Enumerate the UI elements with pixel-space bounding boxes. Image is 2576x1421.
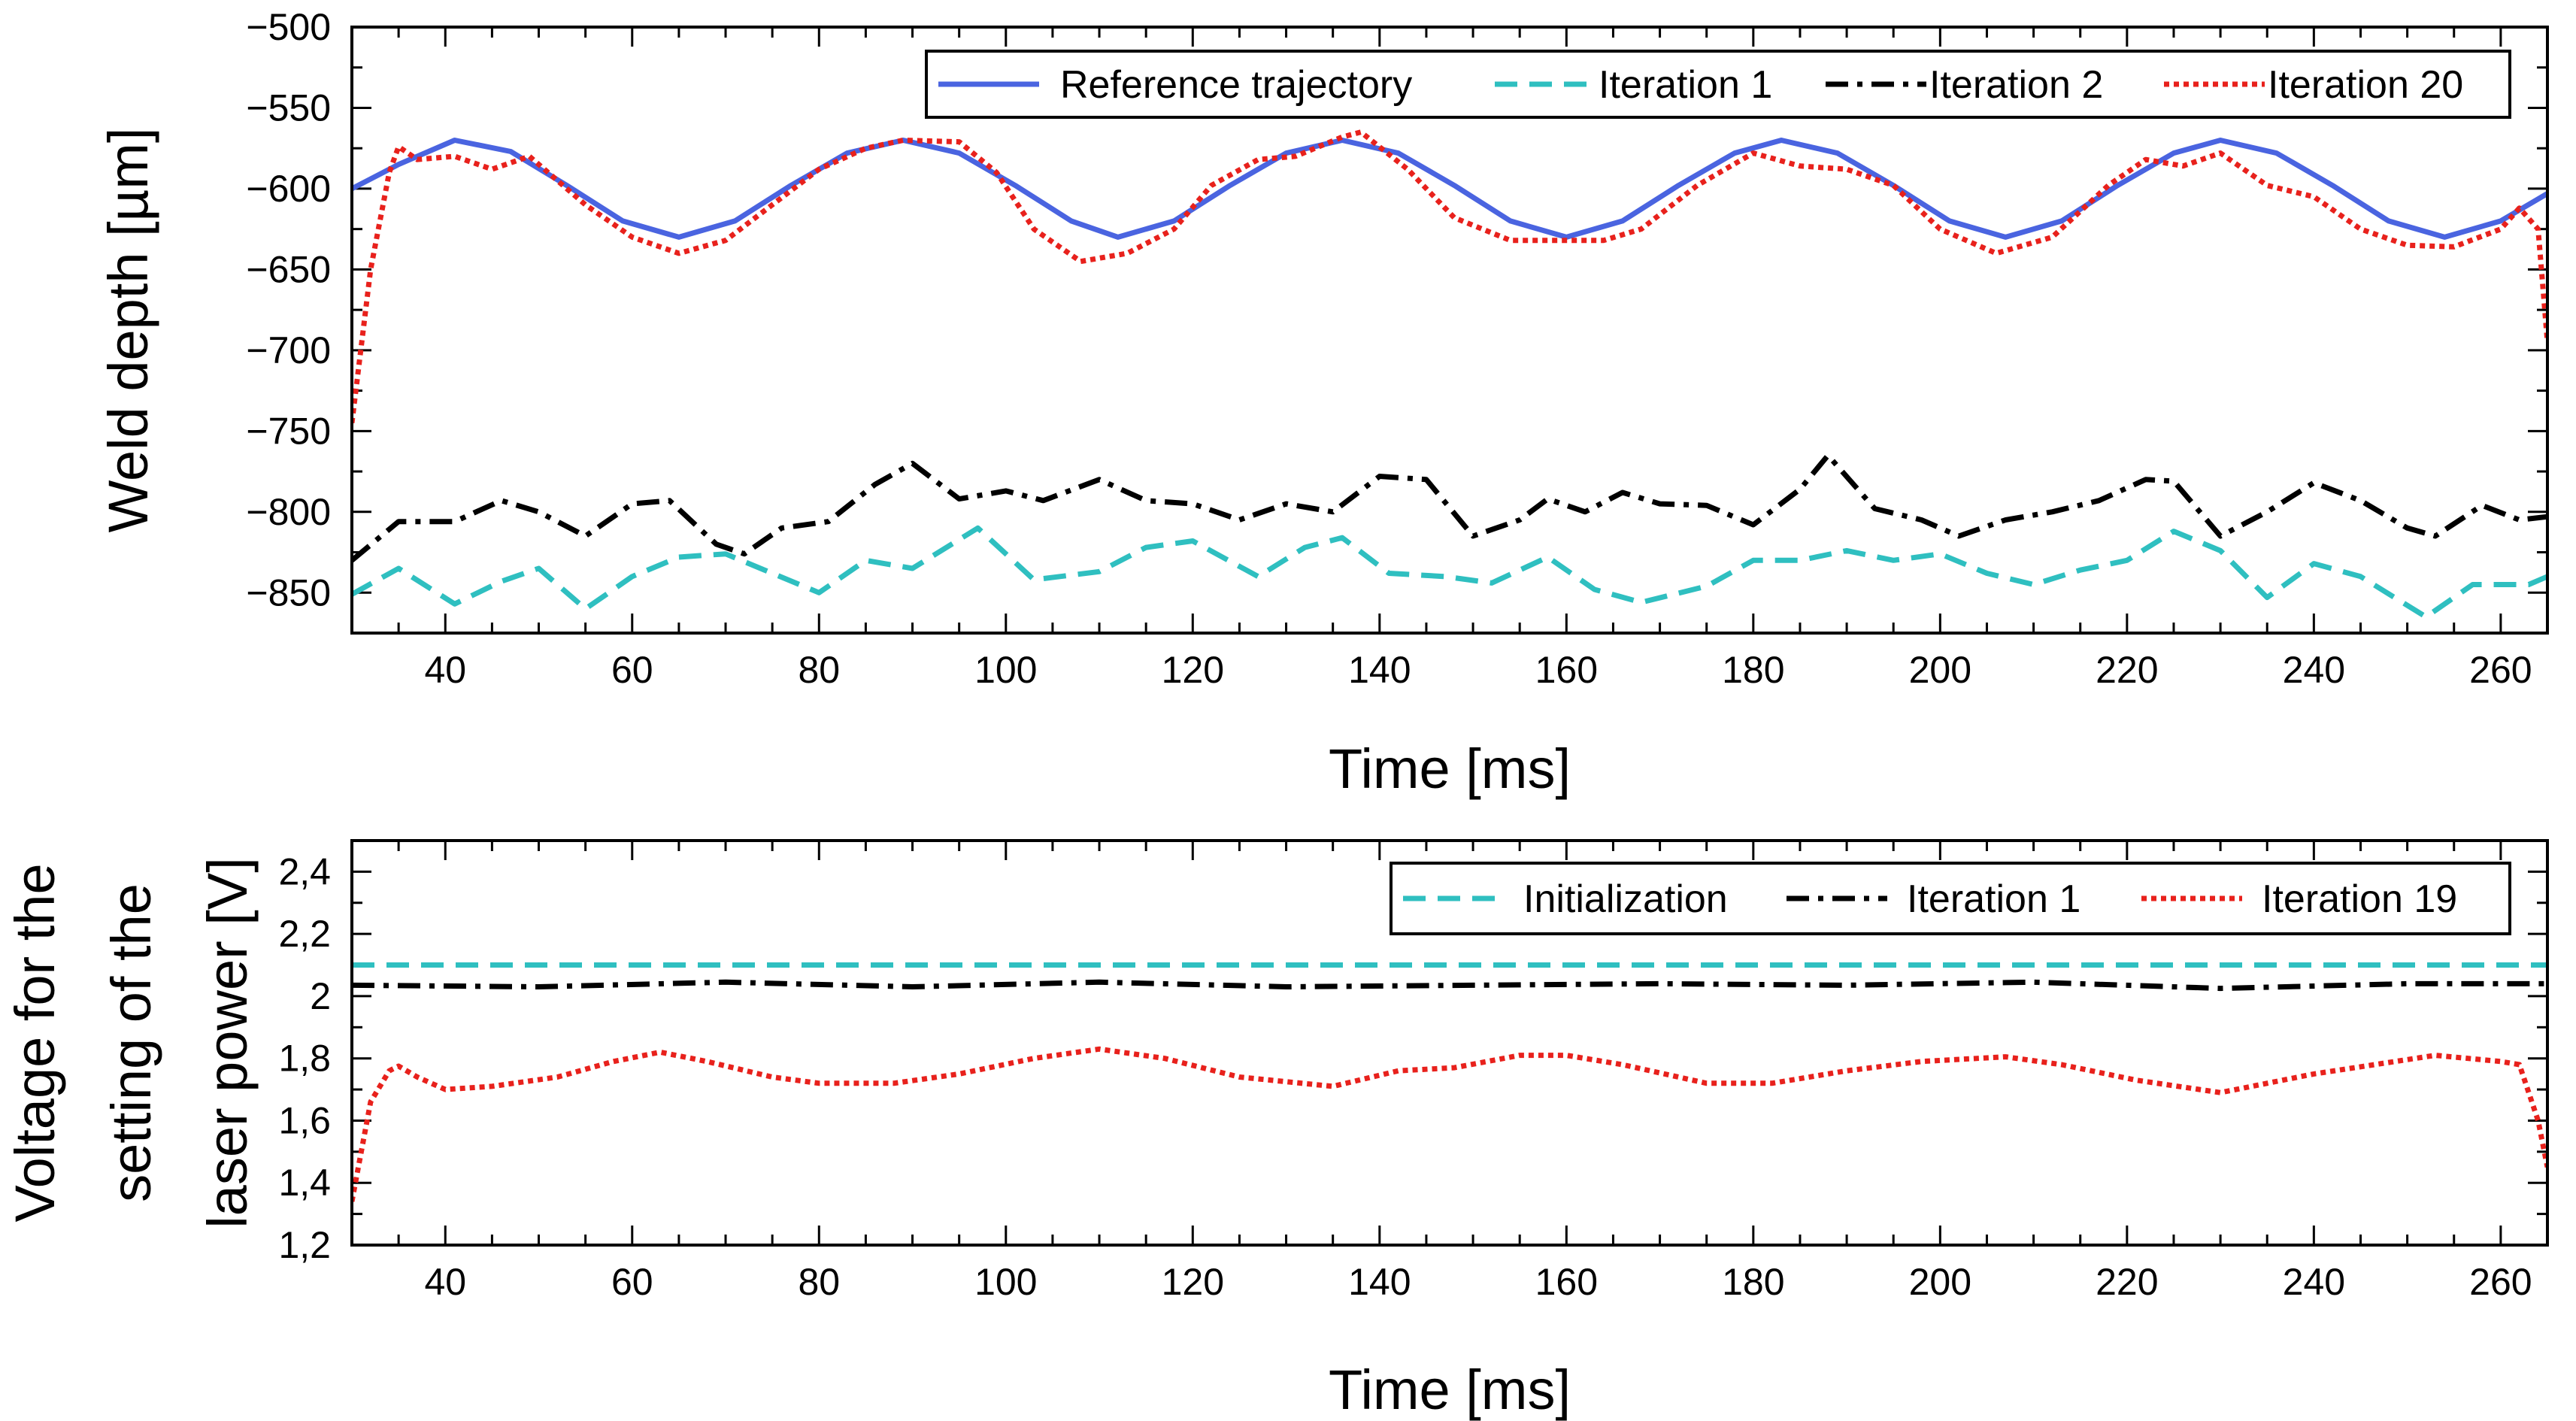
- x-tick-label: 260: [2469, 649, 2532, 691]
- x-tick-label: 240: [2283, 1261, 2345, 1303]
- x-tick-label: 80: [798, 1261, 840, 1303]
- y-tick-label: −600: [246, 168, 331, 210]
- x-tick-label: 140: [1348, 1261, 1411, 1303]
- x-tick-label: 40: [424, 649, 466, 691]
- series-line-iteration-1: [352, 525, 2547, 620]
- plot-frame: [350, 839, 2549, 1247]
- x-tick-label: 120: [1162, 1261, 1224, 1303]
- x-tick-label: 180: [1722, 1261, 1784, 1303]
- x-tick-label: 60: [611, 649, 653, 691]
- series-line-iteration-20: [352, 129, 2547, 424]
- y-tick-label: 1,2: [278, 1224, 331, 1266]
- x-tick-label: 220: [2096, 1261, 2158, 1303]
- x-tick-label: 260: [2469, 1261, 2532, 1303]
- y-tick-label: −500: [246, 6, 331, 48]
- y-tick-label: 1,8: [278, 1038, 331, 1080]
- y-tick-label: −850: [246, 571, 331, 614]
- x-tick-label: 100: [974, 1261, 1037, 1303]
- legend-label: Iteration 19: [2262, 877, 2457, 921]
- x-tick-label: 180: [1722, 649, 1784, 691]
- legend-box: [1390, 862, 2511, 935]
- legend-label: Iteration 1: [1599, 63, 1772, 107]
- y-axis-title-line: laser power [V]: [196, 857, 259, 1229]
- y-tick-label: −700: [246, 329, 331, 371]
- y-tick-label: −800: [246, 491, 331, 533]
- legend-label: Initialization: [1523, 877, 1728, 921]
- legend-label: Iteration 1: [1907, 877, 2080, 921]
- y-tick-label: 1,6: [278, 1099, 331, 1141]
- x-tick-label: 60: [611, 1261, 653, 1303]
- x-tick-label: 160: [1535, 649, 1598, 691]
- y-tick-label: 1,4: [278, 1162, 331, 1204]
- y-axis-title: Weld depth [µm]: [97, 128, 159, 533]
- y-axis-title-line: setting of the: [100, 883, 162, 1202]
- y-tick-label: 2,4: [278, 850, 331, 892]
- y-tick-label: −750: [246, 410, 331, 452]
- weld-depth-chart: 40 60 80 100 120 140 160 180 200 220 240 260 −500 −55…: [97, 6, 2549, 800]
- y-tick-label: −550: [246, 86, 331, 129]
- legend-label: Iteration 20: [2268, 63, 2463, 107]
- series-line-iteration-1: [352, 979, 2547, 992]
- y-tick-label: 2,2: [278, 913, 331, 955]
- x-tick-label: 240: [2283, 649, 2345, 691]
- x-tick-label: 140: [1348, 649, 1411, 691]
- series-line-iteration-2: [352, 453, 2547, 562]
- y-axis-title-line: Voltage for the: [4, 863, 66, 1222]
- x-tick-label: 200: [1909, 1261, 1971, 1303]
- x-tick-label: 80: [798, 649, 840, 691]
- series-line-reference-trajectory: [352, 138, 2547, 240]
- x-tick-label: 100: [974, 649, 1037, 691]
- y-tick-label: 2: [310, 975, 331, 1017]
- series-line-iteration-19: [352, 1046, 2547, 1202]
- laser-voltage-chart: 40 60 80 100 120 140 160 180 200 220 240 260 1,2 1,4 1…: [4, 839, 2549, 1421]
- x-axis-title: Time [ms]: [1329, 738, 1571, 800]
- legend: Reference trajectory Iteration 1 Iteration…: [925, 50, 2511, 119]
- y-axis-title: Voltage for the setting of the laser power…: [4, 857, 259, 1229]
- y-tick-label: −650: [246, 248, 331, 290]
- legend: Initialization Iteration 1 Iteration 19: [1390, 862, 2511, 935]
- plot-frame: [350, 26, 2549, 635]
- legend-label: Reference trajectory: [1060, 63, 1412, 107]
- x-tick-label: 120: [1162, 649, 1224, 691]
- legend-label: Iteration 2: [1929, 63, 2103, 107]
- x-tick-label: 40: [424, 1261, 466, 1303]
- x-tick-label: 220: [2096, 649, 2158, 691]
- x-tick-label: 160: [1535, 1261, 1598, 1303]
- x-axis-title: Time [ms]: [1329, 1359, 1571, 1421]
- x-tick-label: 200: [1909, 649, 1971, 691]
